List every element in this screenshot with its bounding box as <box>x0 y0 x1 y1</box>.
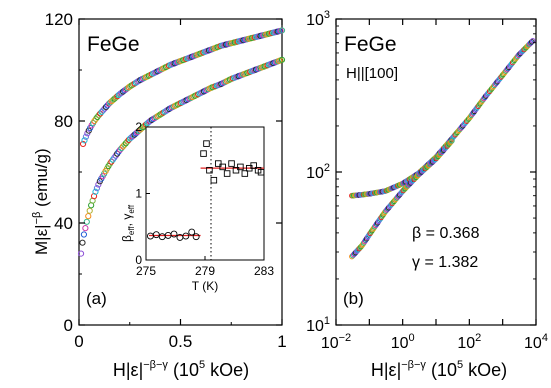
panel-b-x-tick-label: 102 <box>457 332 481 352</box>
inset-x-tick-label: 283 <box>254 264 274 278</box>
panel-a-xlabel-sup: −β−γ <box>143 359 168 371</box>
panel-a-x-tick-label: 1 <box>277 332 286 351</box>
inset-ylabel-beta: β <box>120 235 134 242</box>
panel-a-xlabel-main: H|ε| <box>113 360 143 380</box>
inset-ticks: 275 279 283 0 1 2 <box>135 120 274 278</box>
panel-a-ylabel: M|ε|−β (emu/g) <box>31 148 51 255</box>
panel-a-xlabel-unit-sup: 5 <box>199 359 205 371</box>
inset-square-point <box>210 176 218 184</box>
inset-ylabel: βeff, γeff <box>120 204 136 242</box>
panel-a-ylabel-main: M|ε| <box>32 224 51 255</box>
inset-circle-point <box>170 230 178 238</box>
panel-a-data-point <box>92 188 99 195</box>
panel-a-data-point <box>278 56 286 63</box>
panel-b-ticks: 10−2 100 102 104 101 102 103 <box>306 9 548 352</box>
panel-b-data-point <box>529 39 535 45</box>
panel-a-data-point <box>82 225 89 232</box>
panel-a-x-tick-label: 0 <box>74 332 83 351</box>
inset-y-tick-label: 1 <box>135 187 142 201</box>
panel-b-xlabel-main: H|ε| <box>371 360 401 380</box>
panel-a-sample-label: FeGe <box>87 33 140 56</box>
panel-b-xlabel: H|ε|−β−γ (105 kOe) <box>371 359 507 380</box>
inset-square-point <box>206 166 213 174</box>
panel-a-y-tick-label: 120 <box>45 10 73 29</box>
panel-a-y-tick-label: 80 <box>54 112 73 131</box>
panel-a-data-point <box>79 140 87 148</box>
panel-a-ylabel-unit: (emu/g) <box>32 148 51 211</box>
inset-square-point <box>237 163 244 171</box>
panel-b-data-point <box>448 139 454 145</box>
panel-a-points <box>77 27 286 257</box>
inset-x-tick-label: 279 <box>195 264 215 278</box>
inset-square-point <box>257 168 265 176</box>
inset-ylabel-gamma-sub: eff <box>127 204 136 214</box>
panel-a-ylabel-sup: −β <box>31 212 43 225</box>
inset-square-point <box>250 162 257 169</box>
inset-frame <box>145 126 265 261</box>
panel-b-beta: β = 0.368 <box>412 225 480 242</box>
panel-b-data-point <box>529 38 536 44</box>
panel-a-label: (a) <box>86 289 107 308</box>
panel-b-y-tick-label: 102 <box>306 162 330 182</box>
panel-b-x-tick-label: 10−2 <box>321 332 351 352</box>
panel-a-y-tick-label: 0 <box>64 316 73 335</box>
panel-b-label: (b) <box>343 289 364 308</box>
panel-a-y-tick-label: 40 <box>54 214 73 233</box>
panel-b-sample-label: FeGe <box>344 33 397 56</box>
panel-b-y-tick-label: 103 <box>306 9 330 29</box>
inset-ylabel-beta-sub: eff <box>127 226 136 236</box>
inset-square-point <box>219 163 226 171</box>
panel-a-data-point <box>95 181 102 188</box>
panel-b: 10−2 100 102 104 101 102 103 FeGe H||[100] β =… <box>306 9 548 380</box>
panel-a-x-tick-label: 0.5 <box>169 332 193 351</box>
inset-square-point <box>200 150 207 157</box>
panel-a-data-point <box>83 218 90 225</box>
inset-circle-point <box>182 232 190 240</box>
panel-b-x-tick-label: 100 <box>391 332 415 352</box>
panel-a-data-point <box>81 137 88 144</box>
inset-square-point <box>203 140 210 147</box>
panel-b-xlabel-unit: kOe) <box>463 360 507 380</box>
panel-a-data-point <box>80 231 88 238</box>
inset-x-tick-label: 275 <box>136 264 156 278</box>
panel-b-x-tick-label: 104 <box>524 332 548 352</box>
panel-b-points <box>349 38 536 260</box>
panel-a-xlabel-suffix: (10 <box>168 360 199 380</box>
inset-circle-point <box>188 228 196 236</box>
inset-circle-point <box>192 233 200 241</box>
inset-y-tick-label: 2 <box>135 120 142 134</box>
inset-points <box>146 140 265 241</box>
panel-b-xlabel-suffix: (10 <box>426 360 457 380</box>
inset-circle-point <box>152 231 160 239</box>
panel-a-data-point <box>77 250 85 257</box>
panel-b-xlabel-sup: −β−γ <box>401 359 426 371</box>
inset-square-point <box>223 170 231 177</box>
panel-b-field-direction: H||[100] <box>346 65 398 82</box>
panel-b-gamma: γ = 1.382 <box>412 254 478 271</box>
panel-a-xlabel-unit: kOe) <box>205 360 249 380</box>
inset-square-point <box>241 170 249 177</box>
panel-a-data-point <box>93 185 101 192</box>
panel-a-data-point <box>82 133 90 140</box>
panel-b-y-tick-label: 101 <box>306 315 330 335</box>
inset-ylabel-gamma: γ <box>120 214 134 220</box>
panel-b-data-point <box>449 137 455 144</box>
panel-b-xlabel-unit-sup: 5 <box>457 359 463 371</box>
panel-a-data-point <box>278 27 286 34</box>
inset-square-point <box>215 160 222 167</box>
panel-a-xlabel: H|ε|−β−γ (105 kOe) <box>113 359 249 380</box>
inset-square-point <box>228 160 235 167</box>
inset-square-point <box>232 166 240 174</box>
inset-y-tick-label: 0 <box>135 253 142 267</box>
panel-a-data-point <box>85 213 92 220</box>
inset-xlabel: T (K) <box>192 279 218 293</box>
inset-ylabel-sep: , <box>120 220 134 227</box>
panel-a-data-point <box>79 239 86 246</box>
panel-a-data-point <box>86 207 93 214</box>
